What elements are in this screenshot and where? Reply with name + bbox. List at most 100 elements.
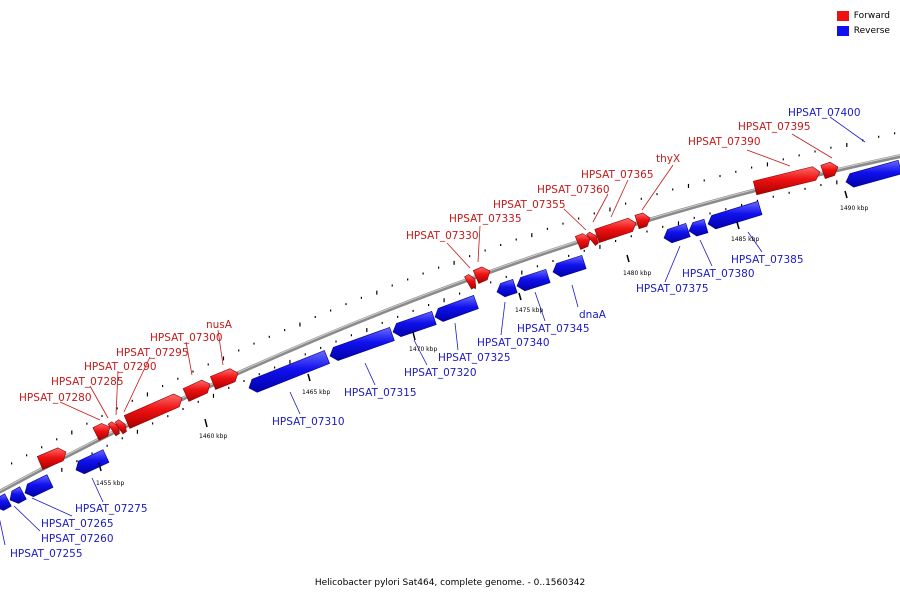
reverse-gene[interactable] (248, 350, 330, 393)
reverse-gene[interactable] (392, 310, 437, 338)
gene-label[interactable]: thyX (656, 153, 680, 165)
gene-label[interactable]: HPSAT_07325 (438, 352, 511, 364)
forward-gene[interactable] (820, 161, 839, 180)
track-dot (751, 166, 753, 169)
track-dot (101, 414, 103, 417)
gene-label[interactable]: HPSAT_07335 (449, 213, 522, 225)
leader-line (413, 339, 428, 366)
track-dot (11, 462, 13, 465)
forward-gene[interactable] (107, 421, 120, 437)
reverse-gene[interactable] (663, 222, 691, 244)
forward-gene[interactable] (92, 423, 111, 441)
track-dot (182, 407, 184, 410)
legend-reverse: Reverse (836, 23, 890, 38)
forward-gene[interactable] (634, 212, 651, 230)
gene-label[interactable]: HPSAT_07385 (731, 254, 804, 266)
gene-label[interactable]: HPSAT_07355 (493, 199, 566, 211)
reverse-gene[interactable] (688, 218, 709, 237)
forward-gene[interactable] (36, 447, 67, 470)
gene-label[interactable]: HPSAT_07255 (10, 548, 83, 560)
track-dot (26, 454, 28, 457)
gene-label[interactable]: HPSAT_07340 (477, 337, 550, 349)
reverse-gene[interactable] (516, 268, 551, 292)
gene-label[interactable]: HPSAT_07310 (272, 416, 345, 428)
gene-label[interactable]: dnaA (579, 309, 607, 321)
gene-label[interactable]: HPSAT_07275 (75, 503, 148, 515)
track-dot (599, 244, 601, 249)
forward-gene[interactable] (574, 233, 591, 250)
track-dot (91, 452, 93, 455)
gene-label[interactable]: HPSAT_07260 (41, 533, 114, 545)
gene-label[interactable]: nusA (206, 319, 233, 331)
gene-label[interactable]: HPSAT_07315 (344, 387, 417, 399)
gene-label[interactable]: HPSAT_07280 (19, 392, 92, 404)
track-dot (894, 132, 896, 135)
forward-gene[interactable] (210, 368, 239, 390)
gene-label[interactable]: HPSAT_07330 (406, 230, 479, 242)
tick-label: 1490 kbp (840, 205, 868, 212)
gene-label[interactable]: HPSAT_07295 (116, 347, 189, 359)
forward-gene[interactable] (472, 266, 491, 284)
track-dot (330, 309, 332, 312)
track-dot (703, 179, 705, 182)
track-dot (167, 415, 169, 418)
track-dot (459, 292, 461, 295)
track-dot (782, 158, 784, 161)
tick-mark (844, 190, 848, 199)
reverse-gene[interactable] (329, 327, 395, 361)
reverse-gene[interactable] (24, 474, 54, 498)
gene-label[interactable]: HPSAT_07365 (581, 169, 654, 181)
leader-line (571, 284, 579, 308)
leader-line (747, 231, 763, 253)
gene-label[interactable]: HPSAT_07380 (682, 268, 755, 280)
leader-line (59, 401, 101, 421)
leader-line (641, 164, 674, 211)
forward-gene[interactable] (123, 393, 183, 429)
tick-mark (736, 221, 740, 230)
reverse-gene[interactable] (0, 493, 12, 511)
reverse-gene[interactable] (707, 200, 763, 230)
forward-gene[interactable] (752, 166, 821, 196)
gene-label[interactable]: HPSAT_07285 (51, 376, 124, 388)
forward-gene[interactable] (594, 217, 637, 244)
track-dot (625, 202, 627, 205)
track-dot (428, 304, 430, 307)
gene-label[interactable]: HPSAT_07265 (41, 518, 114, 530)
track-dot (381, 321, 383, 324)
track-dot (709, 212, 711, 215)
forward-gene[interactable] (586, 231, 599, 246)
gene-label[interactable]: HPSAT_07400 (788, 107, 861, 119)
gene-label[interactable]: HPSAT_07300 (150, 332, 223, 344)
gene-label[interactable]: HPSAT_07290 (84, 361, 157, 373)
track-dot (531, 233, 533, 238)
leader-line (446, 242, 471, 269)
track-dot (536, 265, 538, 268)
reverse-gene[interactable] (434, 295, 479, 322)
forward-gene[interactable] (114, 419, 127, 435)
reverse-gene[interactable] (552, 254, 587, 278)
reverse-gene[interactable] (9, 486, 27, 504)
gene-label[interactable]: HPSAT_07390 (688, 136, 761, 148)
track-dot (192, 370, 194, 373)
leader-line (829, 116, 866, 143)
track-dot (735, 170, 737, 173)
reverse-gene[interactable] (75, 449, 110, 475)
gene-label[interactable]: HPSAT_07360 (537, 184, 610, 196)
track-dot (583, 249, 585, 252)
label-leaders (0, 116, 866, 546)
gene-label[interactable]: HPSAT_07395 (738, 121, 811, 133)
reverse-gene[interactable] (496, 278, 518, 298)
forward-labels: HPSAT_07280 HPSAT_07285 HPSAT_07290 HPSA… (19, 121, 811, 404)
track-dot (490, 281, 492, 284)
gene-label[interactable]: HPSAT_07375 (636, 283, 709, 295)
tick-mark (518, 292, 522, 301)
forward-gene[interactable] (182, 379, 211, 402)
gene-label[interactable]: HPSAT_07345 (517, 323, 590, 335)
gene-label[interactable]: HPSAT_07320 (404, 367, 477, 379)
forward-gene[interactable] (464, 274, 476, 290)
leader-line (746, 149, 791, 167)
reverse-gene[interactable] (845, 159, 900, 188)
track-dot (268, 335, 270, 338)
track-dot (505, 275, 507, 278)
